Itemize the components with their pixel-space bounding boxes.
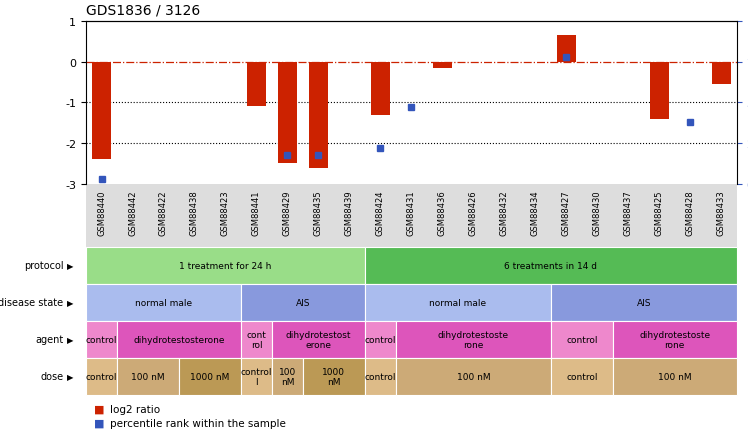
Text: protocol: protocol <box>24 261 64 271</box>
Text: 100 nM: 100 nM <box>131 372 165 381</box>
Bar <box>278 62 297 164</box>
Text: agent: agent <box>35 335 64 345</box>
Text: control: control <box>365 335 396 344</box>
Bar <box>247 62 266 107</box>
Text: dihydrotestoste
rone: dihydrotestoste rone <box>640 330 711 349</box>
Text: 100 nM: 100 nM <box>456 372 490 381</box>
Bar <box>712 62 731 85</box>
Text: GDS1836 / 3126: GDS1836 / 3126 <box>86 3 200 17</box>
Text: log2 ratio: log2 ratio <box>110 404 160 414</box>
Text: 100
nM: 100 nM <box>279 367 296 386</box>
Text: AIS: AIS <box>295 298 310 307</box>
Text: ▶: ▶ <box>67 335 74 344</box>
Text: control: control <box>566 335 598 344</box>
Bar <box>650 62 669 119</box>
Bar <box>371 62 390 115</box>
Text: ■: ■ <box>94 404 104 414</box>
Text: normal male: normal male <box>429 298 486 307</box>
Bar <box>557 36 576 62</box>
Text: AIS: AIS <box>637 298 651 307</box>
Text: dihydrotestosterone: dihydrotestosterone <box>133 335 224 344</box>
Text: cont
rol: cont rol <box>247 330 266 349</box>
Text: control: control <box>566 372 598 381</box>
Text: 1000
nM: 1000 nM <box>322 367 346 386</box>
Text: percentile rank within the sample: percentile rank within the sample <box>110 418 286 428</box>
Text: 1000 nM: 1000 nM <box>190 372 230 381</box>
Bar <box>433 62 452 69</box>
Text: dihydrotestost
erone: dihydrotestost erone <box>286 330 351 349</box>
Text: 100 nM: 100 nM <box>658 372 692 381</box>
Text: 6 treatments in 14 d: 6 treatments in 14 d <box>504 261 598 270</box>
Bar <box>92 62 111 160</box>
Text: ▶: ▶ <box>67 372 74 381</box>
Text: control: control <box>86 335 117 344</box>
Text: disease state: disease state <box>0 298 64 308</box>
Bar <box>309 62 328 168</box>
Text: control: control <box>365 372 396 381</box>
Text: control
l: control l <box>241 367 272 386</box>
Text: ■: ■ <box>94 418 104 428</box>
Text: ▶: ▶ <box>67 261 74 270</box>
Text: normal male: normal male <box>135 298 192 307</box>
Text: ▶: ▶ <box>67 298 74 307</box>
Text: control: control <box>86 372 117 381</box>
Text: 1 treatment for 24 h: 1 treatment for 24 h <box>180 261 272 270</box>
Text: dihydrotestoste
rone: dihydrotestoste rone <box>438 330 509 349</box>
Text: dose: dose <box>40 372 64 381</box>
